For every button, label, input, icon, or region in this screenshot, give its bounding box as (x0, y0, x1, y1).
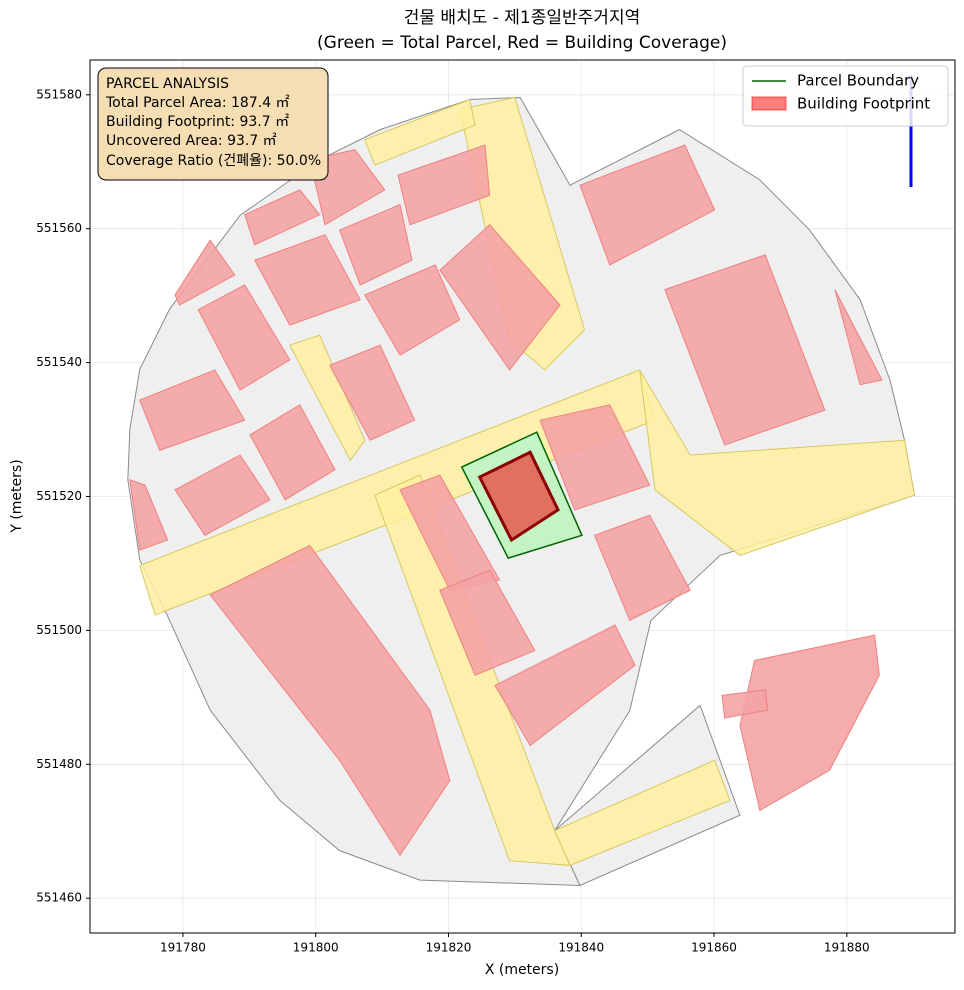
road (554, 759, 731, 867)
legend-background (742, 65, 949, 127)
target-building (477, 450, 560, 543)
legend: Parcel Boundary Building Footprint (742, 65, 949, 127)
building (174, 239, 236, 306)
road (289, 334, 366, 462)
building (253, 234, 361, 326)
building (209, 544, 451, 857)
annotation-title: PARCEL ANALYSIS (106, 76, 229, 92)
building (593, 514, 691, 622)
building (834, 289, 883, 386)
building (494, 624, 636, 747)
legend-label: Parcel Boundary (797, 72, 919, 90)
building (664, 254, 826, 446)
building (439, 223, 561, 371)
y-axis-label: Y (meters) (9, 459, 25, 533)
building (397, 144, 491, 226)
y-tick-label: 551500 (36, 623, 82, 637)
y-tick-label: 551480 (36, 757, 82, 771)
building (249, 404, 336, 501)
y-tick-label: 551560 (36, 221, 82, 235)
plot-area (127, 96, 916, 887)
road (364, 98, 476, 166)
building (739, 634, 880, 812)
x-tick-label: 191840 (558, 941, 604, 955)
building (129, 479, 169, 551)
building (328, 344, 416, 441)
annotation-line: Uncovered Area: 93.7 ㎡ (106, 133, 277, 149)
building (721, 689, 769, 719)
building (439, 569, 536, 676)
building (364, 264, 461, 356)
legend-symbol (751, 96, 787, 111)
y-tick-label: 551520 (36, 489, 82, 503)
x-tick-label: 191860 (691, 941, 737, 955)
building (399, 474, 501, 591)
x-tick-label: 191820 (426, 941, 472, 955)
x-tick-label: 191880 (824, 941, 870, 955)
y-tick-label: 551540 (36, 355, 82, 369)
annotation-background (97, 67, 329, 181)
annotation-line: Total Parcel Area: 187.4 ㎡ (105, 95, 290, 111)
x-tick-label: 191780 (160, 941, 206, 955)
annotation-line: Building Footprint: 93.7 ㎡ (106, 114, 289, 130)
x-axis-label: X (meters) (485, 962, 559, 978)
building (539, 404, 651, 511)
chart-subtitle: (Green = Total Parcel, Red = Building Co… (317, 33, 727, 53)
axes-frame (89, 59, 956, 934)
y-tick-label: 551460 (36, 891, 82, 905)
chart-title: 건물 배치도 - 제1종일반주거지역 (404, 8, 640, 28)
annotation-line: Coverage Ratio (건폐율): 50.0% (106, 153, 321, 169)
road (639, 369, 916, 556)
annotation-box: PARCEL ANALYSIS Total Parcel Area: 187.4… (97, 67, 329, 181)
building (139, 369, 246, 451)
building (579, 144, 716, 266)
x-tick-label: 191800 (293, 941, 339, 955)
building (174, 454, 271, 536)
building (244, 189, 321, 246)
legend-label: Building Footprint (797, 95, 930, 113)
building (197, 284, 291, 391)
y-tick-label: 551580 (36, 87, 82, 101)
building (338, 203, 413, 286)
